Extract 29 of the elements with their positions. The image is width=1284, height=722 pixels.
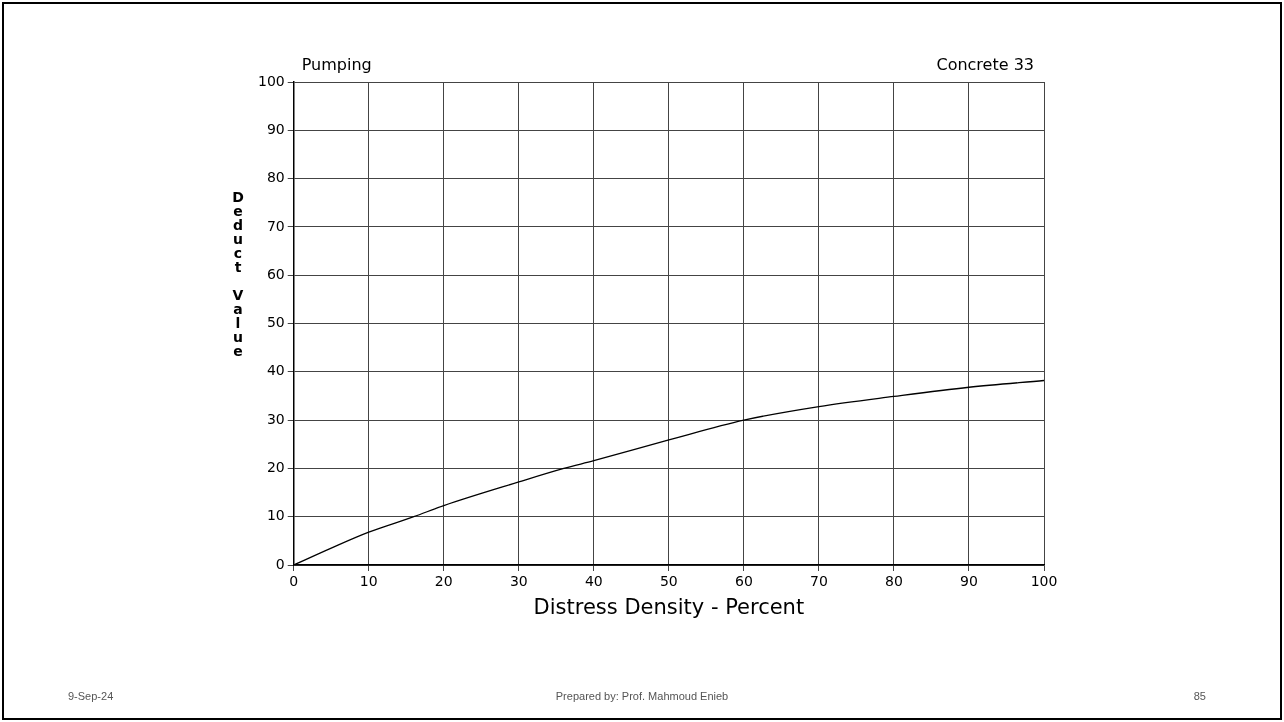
x-axis-title: Distress Density - Percent	[533, 594, 805, 619]
y-tick-label: 90	[266, 120, 285, 137]
text: Deduct Value	[232, 189, 244, 359]
text: 85	[1193, 690, 1206, 702]
x-tick-label: 10	[359, 573, 378, 590]
x-tick-label: 80	[885, 573, 903, 590]
text: 9-Sep-24	[68, 690, 114, 702]
x-tick-label: 50	[659, 573, 678, 590]
x-tick-label: 90	[960, 573, 978, 590]
chart-subtitle: Concrete 33	[936, 55, 1034, 75]
chart-title: Pumping	[301, 55, 372, 75]
y-tick-label: 50	[266, 314, 285, 331]
y-tick-label: 30	[266, 410, 285, 427]
y-tick-label: 20	[266, 459, 285, 476]
y-tick-label: 40	[266, 362, 285, 379]
y-tick-label: 70	[266, 217, 285, 234]
y-tick-label: 10	[266, 507, 285, 524]
x-tick-label: 0	[289, 573, 299, 590]
y-tick-label: 80	[266, 169, 285, 186]
x-tick-label: 40	[584, 573, 603, 590]
y-tick-label: 0	[275, 555, 285, 572]
text: Prepared by: Prof. Mahmoud Enieb	[555, 690, 729, 702]
x-tick-label: 70	[810, 573, 828, 590]
x-tick-label: 60	[734, 573, 753, 590]
x-tick-label: 20	[434, 573, 453, 590]
y-tick-label: 60	[266, 265, 285, 282]
y-tick-label: 100	[257, 72, 285, 89]
x-tick-label: 30	[509, 573, 528, 590]
x-tick-label: 100	[1030, 573, 1058, 590]
